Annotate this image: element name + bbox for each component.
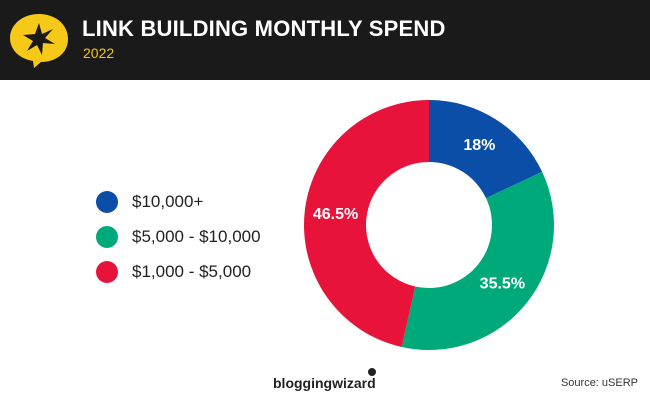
legend-swatch-red: [96, 260, 118, 283]
donut-slice-0: [429, 100, 543, 199]
chart-subtitle: 2022: [83, 45, 115, 61]
legend-label: $5,000 - $10,000: [132, 226, 261, 246]
legend-swatch-blue: [96, 190, 118, 213]
slice-value-label-2: 46.5%: [313, 206, 358, 223]
header-bar: LINK BUILDING MONTHLY SPEND 2022: [0, 0, 650, 80]
donut-slice-1: [401, 171, 554, 350]
legend-item-5000-10000: $5,000 - $10,000: [96, 219, 261, 254]
brand-mark-icon: [368, 368, 376, 376]
legend-label: $1,000 - $5,000: [132, 261, 252, 281]
source-note: Source: uSERP: [560, 377, 638, 389]
donut-slice-2: [303, 100, 429, 347]
legend-item-10000-plus: $10,000+: [96, 184, 261, 219]
legend-item-1000-5000: $1,000 - $5,000: [96, 254, 261, 289]
star-burst-speech-bubble-icon: [10, 14, 68, 68]
chart-title: LINK BUILDING MONTHLY SPEND: [82, 16, 446, 41]
slice-value-label-0: 18%: [463, 137, 495, 154]
donut-chart: 18% 35.5% 46.5%: [303, 100, 554, 350]
legend-label: $10,000+: [132, 191, 204, 211]
chart-legend: $10,000+ $5,000 - $10,000 $1,000 - $5,00…: [96, 184, 261, 289]
legend-swatch-green: [96, 225, 118, 248]
slice-value-label-1: 35.5%: [480, 275, 525, 292]
brand-logo-text: bloggingwizard: [273, 375, 376, 391]
